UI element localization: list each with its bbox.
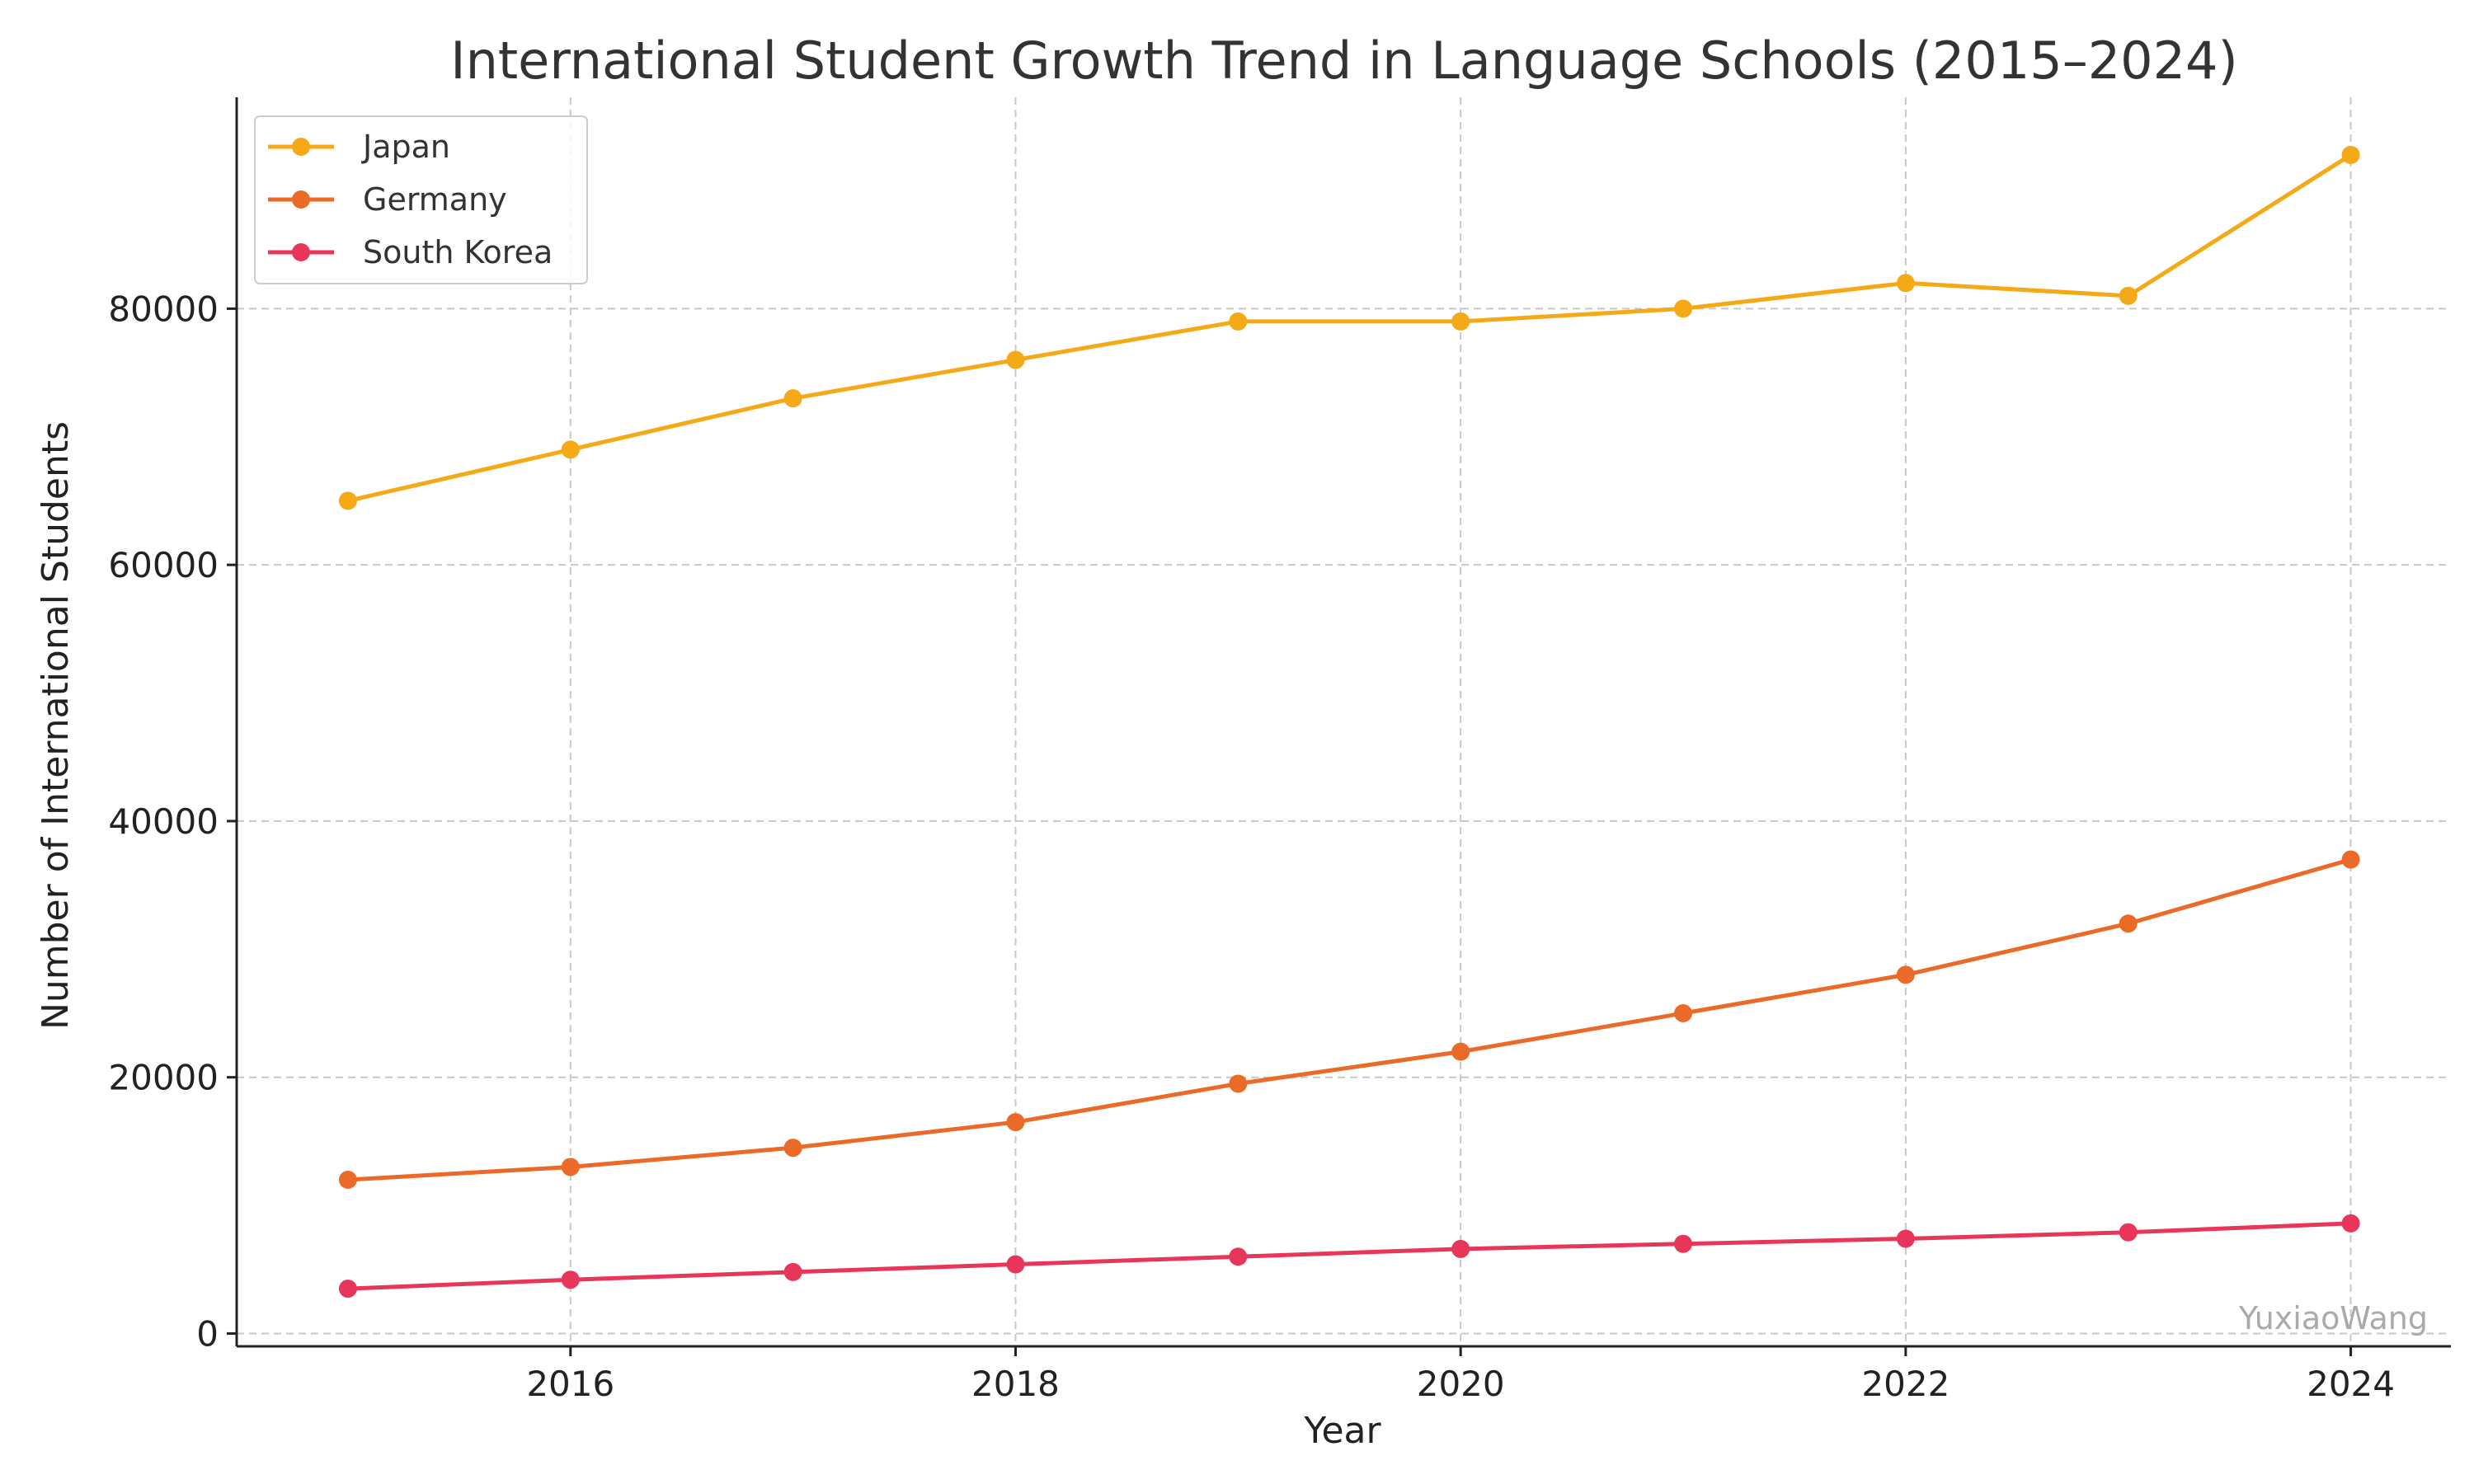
series-japan xyxy=(338,145,2360,510)
data-point-south-korea xyxy=(1229,1247,1248,1266)
data-point-germany xyxy=(561,1158,580,1176)
series-line-germany xyxy=(347,857,2352,1182)
data-point-germany xyxy=(1006,1113,1025,1132)
legend: Japan Germany South Korea xyxy=(254,115,588,284)
x-tick-label: 2020 xyxy=(1417,1364,1505,1404)
x-ticks: 2016 2018 2020 2022 2024 xyxy=(526,1346,2395,1404)
data-point-south-korea xyxy=(561,1270,580,1289)
legend-marker xyxy=(292,138,310,156)
series-south-korea xyxy=(338,1214,2360,1298)
y-tick-label: 0 xyxy=(196,1313,219,1354)
y-tick-label: 40000 xyxy=(108,801,219,842)
y-axis-title: Number of International Students xyxy=(35,421,77,1030)
series xyxy=(338,145,2360,1298)
legend-item-germany: Germany xyxy=(268,181,507,218)
data-point-south-korea xyxy=(338,1280,357,1298)
data-point-japan xyxy=(561,440,580,459)
data-point-japan xyxy=(1896,274,1915,293)
data-point-germany xyxy=(1229,1074,1248,1093)
legend-box xyxy=(254,115,588,284)
data-point-japan xyxy=(783,389,802,408)
data-point-south-korea xyxy=(1896,1229,1915,1248)
data-point-germany xyxy=(783,1139,802,1158)
x-tick-label: 2022 xyxy=(1861,1364,1950,1404)
data-point-south-korea xyxy=(1006,1255,1025,1274)
data-point-japan xyxy=(338,491,357,510)
x-tick-label: 2016 xyxy=(526,1364,614,1404)
legend-label: South Korea xyxy=(363,234,553,270)
data-point-south-korea xyxy=(2341,1214,2360,1233)
data-point-japan xyxy=(1451,312,1470,331)
axes xyxy=(235,97,2451,1348)
y-tick-label: 60000 xyxy=(108,545,219,585)
legend-item-japan: Japan xyxy=(268,129,450,165)
grid xyxy=(237,97,2451,1346)
legend-marker xyxy=(292,243,310,261)
data-point-south-korea xyxy=(2119,1223,2138,1242)
y-tick-label: 80000 xyxy=(108,289,219,329)
legend-label: Germany xyxy=(363,181,507,218)
x-tick-label: 2024 xyxy=(2307,1364,2395,1404)
data-point-germany xyxy=(2341,850,2360,869)
watermark: YuxiaoWang xyxy=(2238,1300,2428,1336)
data-point-germany xyxy=(338,1171,357,1189)
y-tick-label: 20000 xyxy=(108,1058,219,1098)
series-line-south-korea xyxy=(347,1221,2351,1291)
y-ticks: 0 20000 40000 60000 80000 xyxy=(108,289,237,1354)
data-point-japan xyxy=(1674,299,1693,318)
data-point-japan xyxy=(2341,145,2360,164)
data-point-japan xyxy=(2119,286,2138,305)
data-point-germany xyxy=(1896,965,1915,984)
series-line-japan xyxy=(347,153,2352,503)
data-point-japan xyxy=(1229,312,1248,331)
legend-marker xyxy=(292,190,310,209)
data-point-japan xyxy=(1006,350,1025,369)
data-point-germany xyxy=(1451,1042,1470,1061)
legend-label: Japan xyxy=(361,129,450,165)
legend-item-south-korea: South Korea xyxy=(268,234,553,270)
data-point-south-korea xyxy=(1451,1239,1470,1258)
data-point-germany xyxy=(2119,914,2138,933)
data-point-south-korea xyxy=(1674,1234,1693,1253)
x-tick-label: 2018 xyxy=(971,1364,1060,1404)
chart-title: International Student Growth Trend in La… xyxy=(450,31,2237,91)
data-point-germany xyxy=(1674,1004,1693,1022)
data-point-south-korea xyxy=(783,1262,802,1281)
series-germany xyxy=(338,850,2360,1189)
x-axis-title: Year xyxy=(1303,1410,1381,1452)
